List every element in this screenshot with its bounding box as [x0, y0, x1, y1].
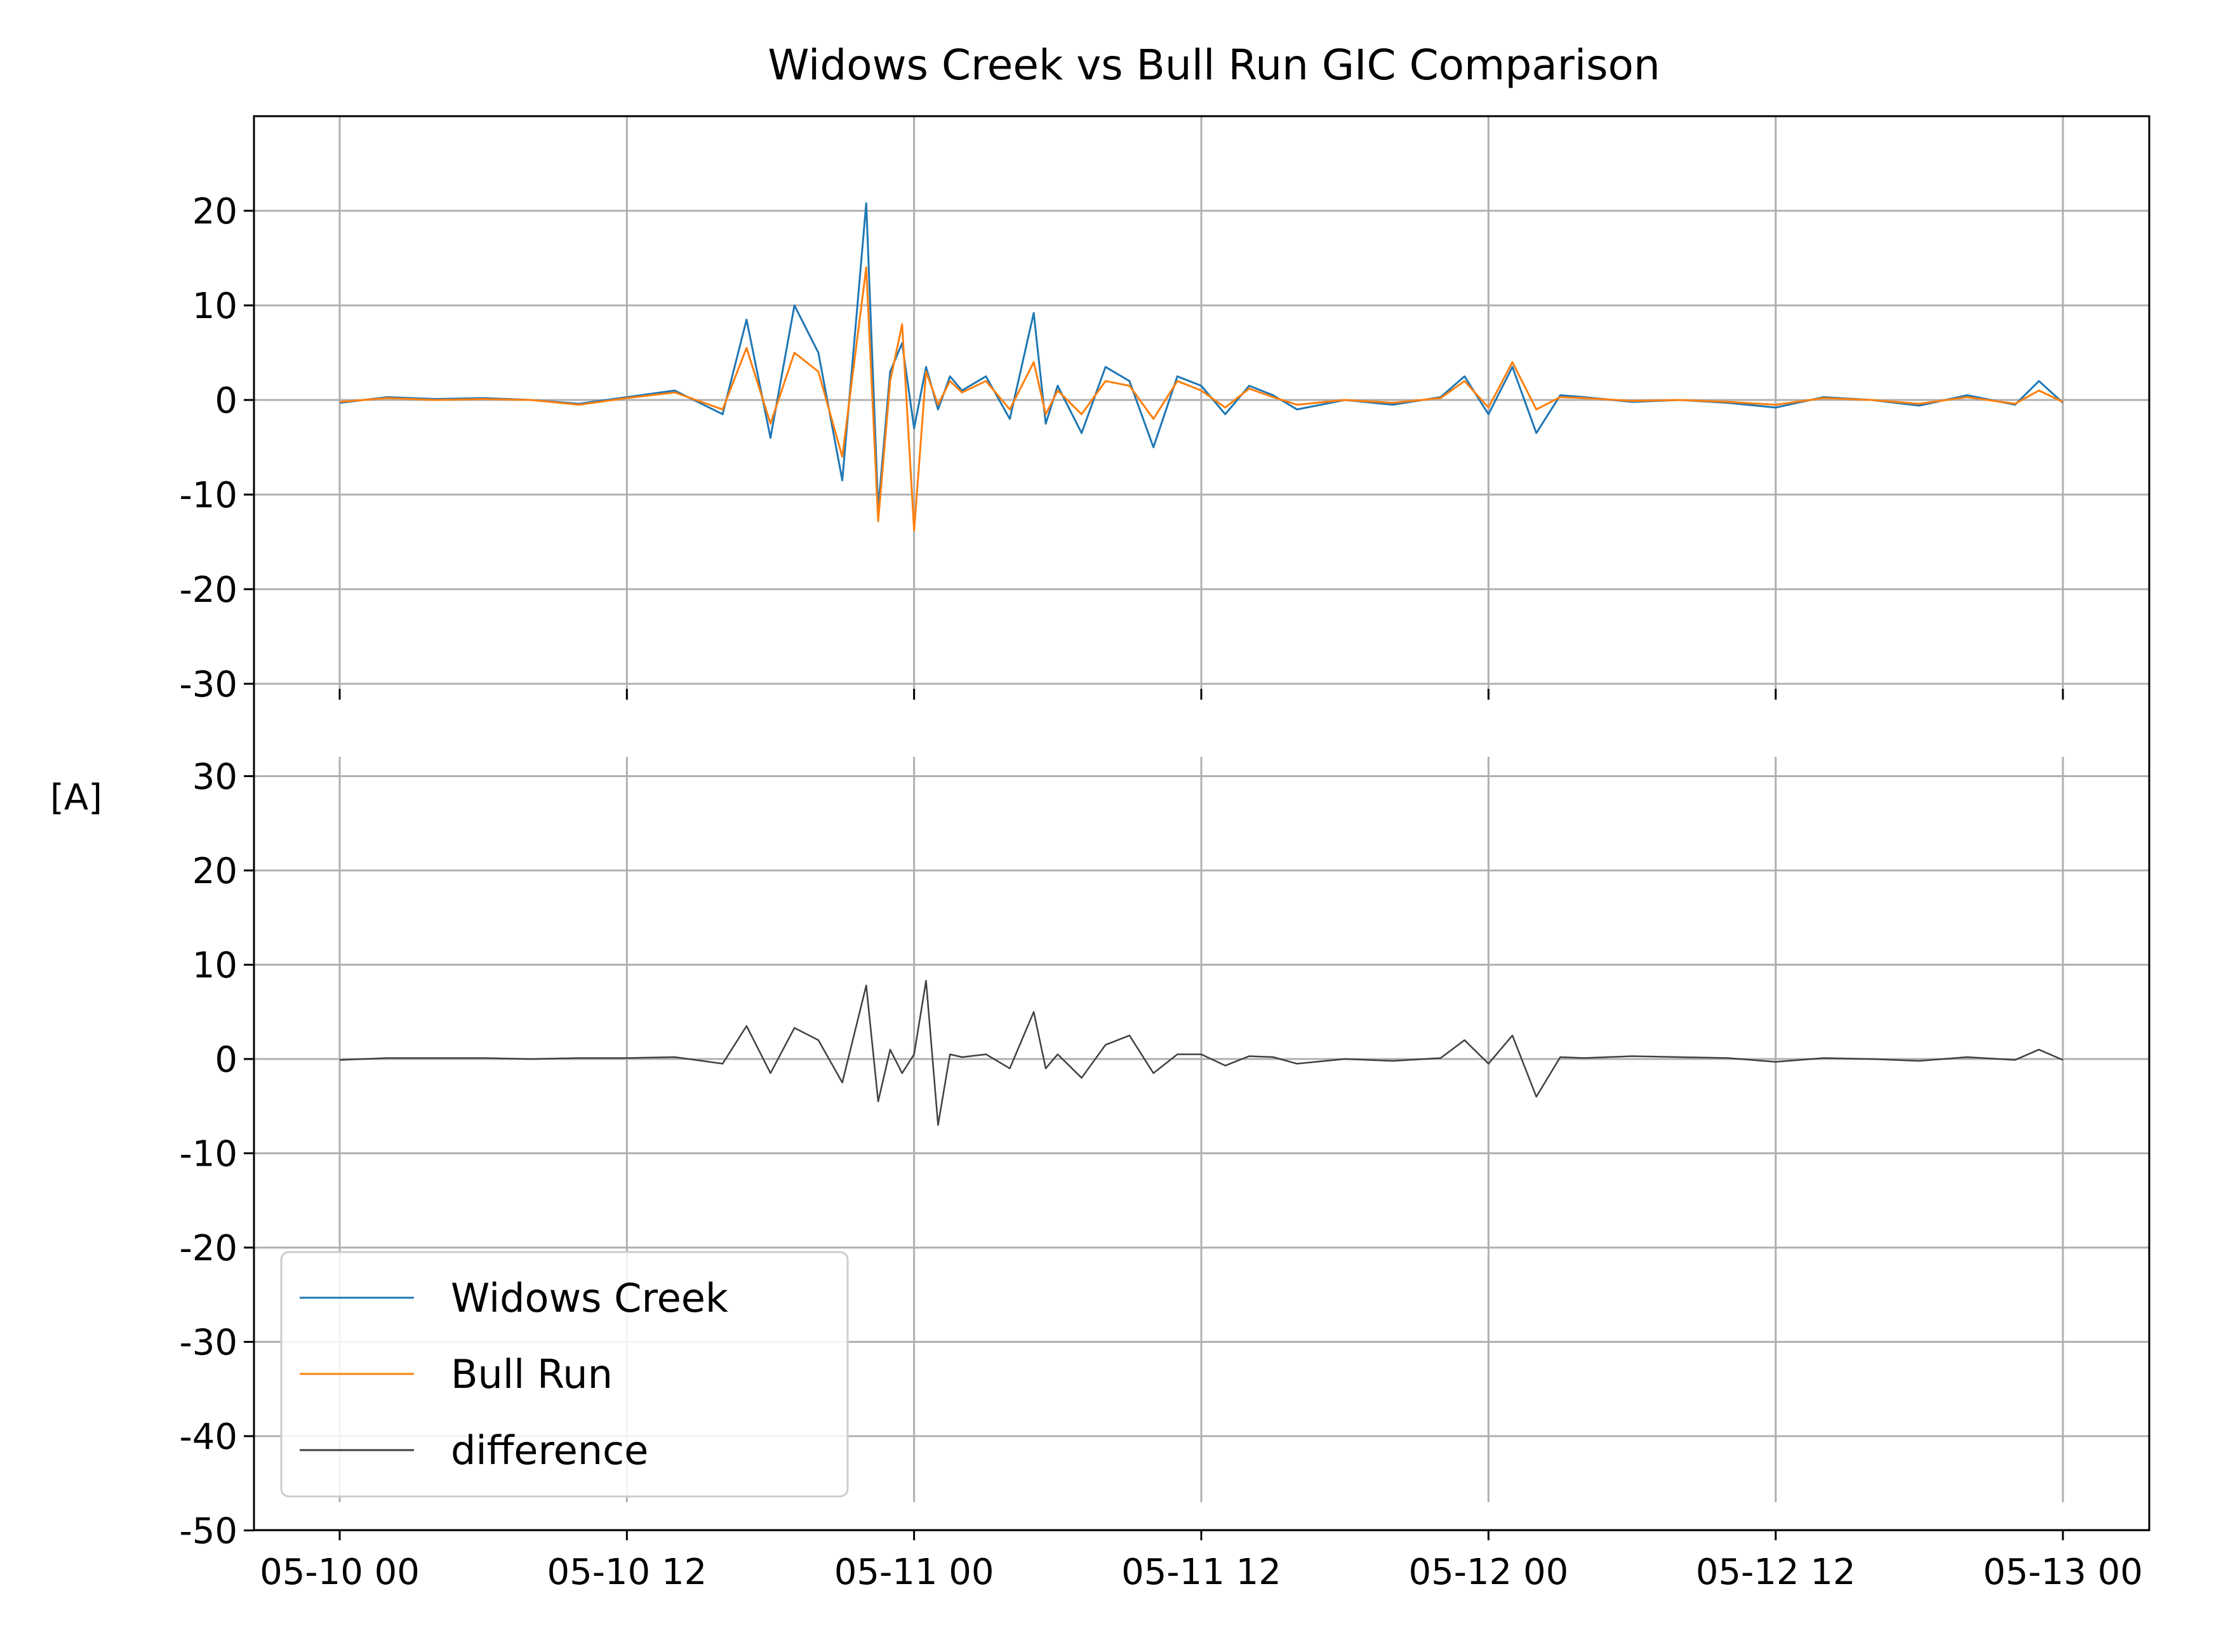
xtick-label-1: 05-10 12: [547, 1552, 707, 1593]
bottom-ytick-label-3: -20: [180, 1228, 237, 1269]
top-ytick-label-0: -30: [180, 664, 237, 705]
top-ytick-label-4: 10: [192, 286, 237, 327]
bottom-panel: -50 -40 -30 -20 -10 0 10 20 30 05-10 00 05-10 12 05…: [180, 757, 2149, 1593]
xtick-label-2: 05-11 00: [834, 1552, 994, 1593]
top-panel: -30 -20 -10 0 10 20: [180, 116, 2149, 705]
series-line-bull-run: [339, 266, 2064, 532]
legend: Widows Creek Bull Run difference: [280, 1251, 849, 1498]
xtick-label-6: 05-13 00: [1983, 1552, 2143, 1593]
top-ytick-label-2: -10: [180, 475, 237, 516]
bottom-ytick-label-0: -50: [180, 1511, 237, 1552]
y-axis-label: [A]: [50, 777, 102, 818]
xtick-label-5: 05-12 12: [1696, 1552, 1856, 1593]
top-ytick-label-1: -20: [180, 570, 237, 611]
bottom-ytick-label-2: -30: [180, 1322, 237, 1364]
chart-title: Widows Creek vs Bull Run GIC Comparison: [768, 41, 1660, 90]
legend-label-2: difference: [451, 1427, 648, 1474]
top-ytick-label-5: 20: [192, 191, 237, 232]
top-ytick-label-3: 0: [215, 380, 237, 422]
bottom-ytick-label-6: 10: [192, 945, 237, 987]
legend-label-1: Bull Run: [451, 1351, 613, 1397]
axes-frame: [253, 115, 2151, 1531]
xtick-label-3: 05-11 12: [1121, 1552, 1281, 1593]
legend-label-0: Widows Creek: [451, 1275, 728, 1321]
bottom-ytick-label-7: 20: [192, 851, 237, 892]
bottom-ytick-label-4: -10: [180, 1134, 237, 1175]
bottom-ytick-label-1: -40: [180, 1416, 237, 1458]
bottom-ytick-label-5: 0: [215, 1039, 237, 1081]
xtick-label-0: 05-10 00: [260, 1552, 420, 1593]
series-line-difference: [339, 980, 2064, 1126]
legend-box: [280, 1251, 849, 1498]
xtick-label-4: 05-12 00: [1408, 1552, 1568, 1593]
bottom-ytick-label-8: 30: [192, 757, 237, 798]
